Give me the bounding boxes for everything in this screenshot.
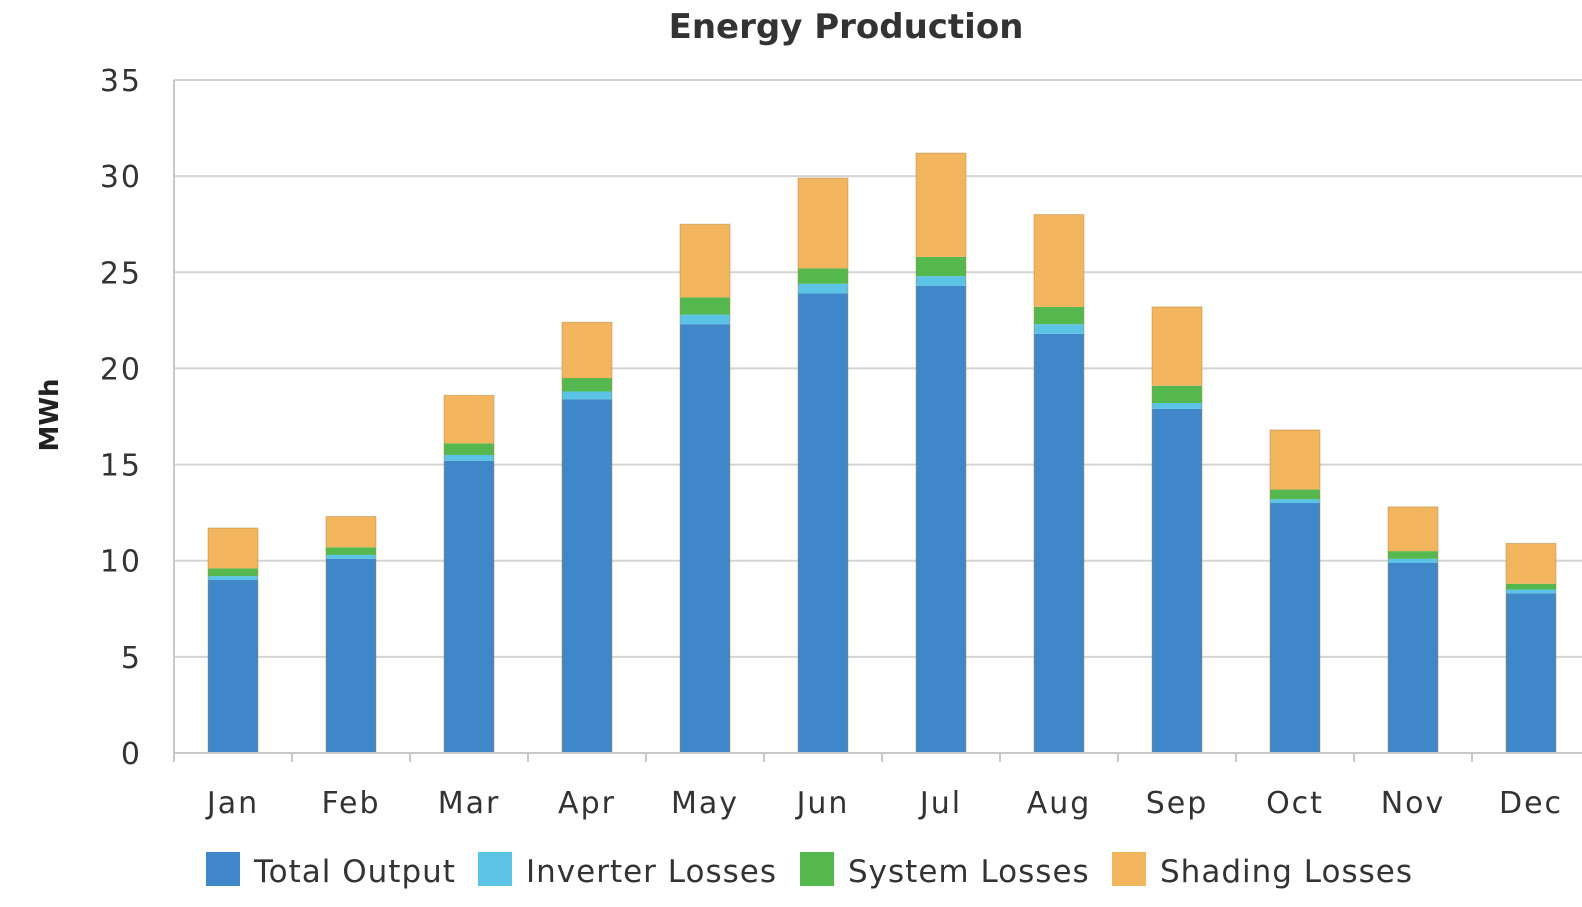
y-tick-label: 25 xyxy=(100,256,142,291)
bar-nov-system-losses xyxy=(1388,551,1438,559)
axes: 0 5 10 15 20 25 30 35 Jan Feb Mar Apr May Jun Jul Aug Se… xyxy=(100,64,1582,821)
bar-feb-total-output xyxy=(326,558,376,753)
x-tick-label: Jan xyxy=(205,786,259,821)
bar-nov-inverter-losses xyxy=(1388,558,1438,563)
x-tick-label: May xyxy=(671,786,739,821)
x-tick-label: Mar xyxy=(438,786,501,821)
y-tick-label: 15 xyxy=(100,449,142,484)
bar-may-inverter-losses xyxy=(680,314,730,325)
bar-jul-inverter-losses xyxy=(916,276,966,286)
y-tick-label: 0 xyxy=(121,737,142,772)
bar-jul-system-losses xyxy=(916,256,966,277)
bar-apr-total-output xyxy=(562,399,612,753)
bar-mar-total-output xyxy=(444,460,494,753)
bar-aug-total-output xyxy=(1034,333,1084,753)
x-tick-label: Dec xyxy=(1499,786,1563,821)
bar-mar-system-losses xyxy=(444,443,494,455)
bar-dec-total-output xyxy=(1506,593,1556,753)
bar-oct-system-losses xyxy=(1270,489,1320,500)
bar-apr-inverter-losses xyxy=(562,391,612,400)
bar-aug-shading-losses xyxy=(1034,214,1084,307)
x-tick-label: Sep xyxy=(1146,786,1209,821)
bar-may-shading-losses xyxy=(680,224,730,298)
x-tick-label: Feb xyxy=(321,786,380,821)
bar-nov-shading-losses xyxy=(1388,506,1438,552)
bar-jun-total-output xyxy=(798,293,848,753)
bar-feb-inverter-losses xyxy=(326,554,376,559)
y-tick-label: 10 xyxy=(100,545,142,580)
x-tick-label: Jun xyxy=(795,786,850,821)
gridlines xyxy=(174,79,1582,658)
y-tick-label: 35 xyxy=(100,64,142,99)
x-tick-label: Nov xyxy=(1381,786,1446,821)
y-tick-label: 30 xyxy=(100,160,142,195)
bar-jul-total-output xyxy=(916,285,966,753)
bar-sep-inverter-losses xyxy=(1152,403,1202,409)
bar-may-system-losses xyxy=(680,297,730,315)
legend-swatch xyxy=(800,852,834,886)
bar-jul-shading-losses xyxy=(916,153,966,257)
bar-dec-system-losses xyxy=(1506,583,1556,590)
legend: Total Output Inverter Losses System Losses… xyxy=(206,852,1413,890)
bar-sep-system-losses xyxy=(1152,385,1202,404)
bar-mar-shading-losses xyxy=(444,395,494,444)
bar-mar-inverter-losses xyxy=(444,454,494,461)
x-tick-label: Oct xyxy=(1266,786,1324,821)
legend-swatch xyxy=(206,852,240,886)
bar-jun-shading-losses xyxy=(798,178,848,269)
bar-dec-shading-losses xyxy=(1506,543,1556,584)
y-tick-label: 20 xyxy=(100,352,142,387)
bar-oct-shading-losses xyxy=(1270,429,1320,490)
x-tick-label: Apr xyxy=(558,786,616,821)
bar-jan-shading-losses xyxy=(208,528,258,569)
legend-swatch xyxy=(478,852,512,886)
bar-jan-system-losses xyxy=(208,568,258,577)
bar-dec-inverter-losses xyxy=(1506,589,1556,594)
bar-sep-total-output xyxy=(1152,408,1202,753)
x-tick-label: Jul xyxy=(918,786,962,821)
bar-jun-inverter-losses xyxy=(798,283,848,294)
bar-oct-total-output xyxy=(1270,503,1320,753)
y-axis-label: MWh xyxy=(35,378,65,451)
y-tick-label: 5 xyxy=(121,641,142,676)
bar-aug-inverter-losses xyxy=(1034,324,1084,334)
bar-feb-system-losses xyxy=(326,547,376,555)
bars xyxy=(207,152,1557,754)
legend-swatch xyxy=(1112,852,1146,886)
bar-sep-shading-losses xyxy=(1152,306,1202,386)
legend-label: System Losses xyxy=(848,854,1090,890)
chart-title: Energy Production xyxy=(669,7,1024,47)
legend-label: Inverter Losses xyxy=(526,854,777,890)
legend-label: Shading Losses xyxy=(1160,854,1413,890)
bar-apr-system-losses xyxy=(562,378,612,392)
bar-may-total-output xyxy=(680,324,730,753)
legend-label: Total Output xyxy=(253,854,456,890)
bar-aug-system-losses xyxy=(1034,306,1084,325)
bar-nov-total-output xyxy=(1388,562,1438,753)
x-tick-label: Aug xyxy=(1027,786,1092,821)
bar-feb-shading-losses xyxy=(326,516,376,548)
bar-jan-total-output xyxy=(208,579,258,753)
bar-jan-inverter-losses xyxy=(208,576,258,580)
bar-jun-system-losses xyxy=(798,268,848,284)
bar-oct-inverter-losses xyxy=(1270,499,1320,504)
bar-apr-shading-losses xyxy=(562,322,612,379)
